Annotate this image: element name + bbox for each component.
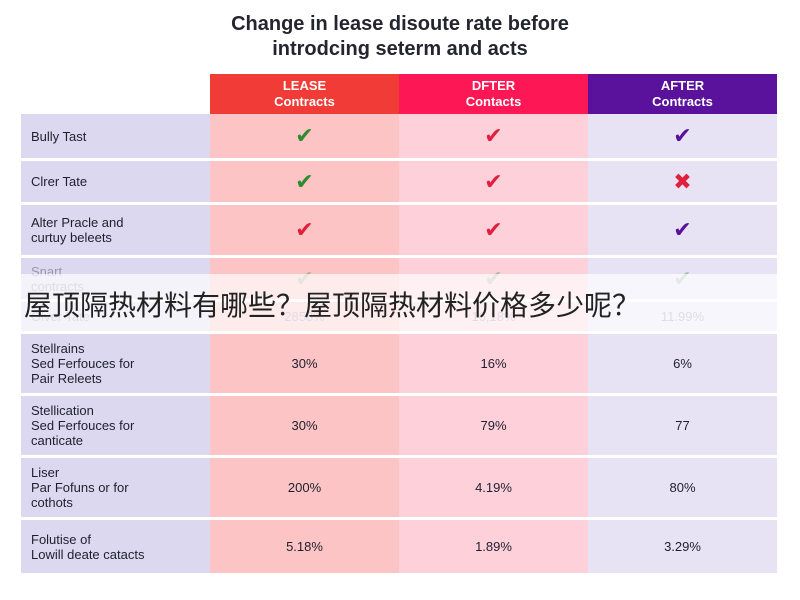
table-cell: 79%	[399, 396, 588, 455]
check-icon: ✔	[673, 123, 692, 148]
title-line-1: Change in lease disoute rate before	[231, 13, 569, 35]
table-row: Stellrains Sed Ferfouces for Pair Releet…	[21, 331, 777, 393]
row-label: Bully Tast	[21, 114, 210, 158]
cell-value: 80%	[669, 480, 696, 495]
table-row: Alter Pracle and curtuy beleets ✔ ✔ ✔	[21, 202, 777, 255]
table-cell: 30%	[210, 334, 399, 393]
table-cell: ✔	[588, 205, 777, 255]
table-cell: 80%	[588, 458, 777, 517]
cell-value: 3.29%	[664, 539, 701, 554]
cell-value: 30%	[291, 418, 318, 433]
check-icon: ✔	[295, 123, 314, 148]
row-label: Alter Pracle and curtuy beleets	[21, 205, 210, 255]
cell-value: 6%	[673, 356, 692, 371]
chart-title: Change in lease disoute rate before intr…	[0, 12, 800, 62]
table-row: Clrer Tate ✔ ✔ ✖	[21, 158, 777, 202]
table-cell: ✔	[399, 114, 588, 158]
table-row: Folutise of Lowill deate catacts 5.18% 1.8…	[21, 517, 777, 573]
header-after-contracts: AFTER Contracts	[588, 74, 777, 114]
table-cell: 5.18%	[210, 520, 399, 573]
check-icon: ✔	[295, 168, 314, 194]
cell-value: 5.18%	[286, 539, 323, 554]
row-label: Liser Par Fofuns or for cothots	[21, 458, 210, 517]
cell-value: 200%	[287, 480, 322, 495]
table-cell: 3.29%	[588, 520, 777, 573]
table-cell: ✔	[588, 114, 777, 158]
cell-value: 4.19%	[475, 480, 512, 495]
table-cell: ✔	[399, 205, 588, 255]
row-label: Stellication Sed Ferfouces for canticate	[21, 396, 210, 455]
table-cell: 16%	[399, 334, 588, 393]
table-cell: ✔	[210, 161, 399, 202]
check-icon: ✔	[484, 123, 503, 148]
row-label: Stellrains Sed Ferfouces for Pair Releet…	[21, 334, 210, 393]
table-cell: 77	[588, 396, 777, 455]
table-row: Bully Tast ✔ ✔ ✔	[21, 114, 777, 158]
cell-value: 1.89%	[475, 539, 512, 554]
table-cell: ✔	[210, 205, 399, 255]
table-cell: 6%	[588, 334, 777, 393]
cross-icon: ✖	[673, 168, 692, 194]
table-cell: 4.19%	[399, 458, 588, 517]
check-icon: ✔	[484, 217, 503, 242]
check-icon: ✔	[484, 168, 503, 194]
check-icon: ✔	[295, 217, 314, 242]
overlay-banner: 屋顶隔热材料有哪些？屋顶隔热材料价格多少呢？	[0, 274, 800, 334]
header-lease-contracts: LEASE Contracts	[210, 74, 399, 114]
header-row: LEASE Contracts DFTER Contacts AFTER Con…	[21, 74, 777, 114]
table-cell: ✔	[210, 114, 399, 158]
table-row: Liser Par Fofuns or for cothots 200% 4.19%…	[21, 455, 777, 517]
table-row: Stellication Sed Ferfouces for canticate…	[21, 393, 777, 455]
table-cell: ✔	[399, 161, 588, 202]
check-icon: ✔	[673, 217, 692, 242]
table-cell: 30%	[210, 396, 399, 455]
row-label: Folutise of Lowill deate catacts	[21, 520, 210, 573]
table-cell: ✖	[588, 161, 777, 202]
cell-value: 77	[675, 418, 690, 433]
table-cell: 1.89%	[399, 520, 588, 573]
table-cell: 200%	[210, 458, 399, 517]
row-label: Clrer Tate	[21, 161, 210, 202]
cell-value: 30%	[291, 356, 318, 371]
table-body: Bully Tast ✔ ✔ ✔ Clrer Tate ✔ ✔ ✖ Alter Pracle a…	[21, 114, 777, 573]
overlay-text: 屋顶隔热材料有哪些？屋顶隔热材料价格多少呢？	[24, 289, 641, 322]
title-line-2: introdcing seterm and acts	[272, 38, 528, 60]
header-spacer	[21, 74, 210, 114]
header-dfter-contacts: DFTER Contacts	[399, 74, 588, 114]
cell-value: 79%	[480, 418, 507, 433]
cell-value: 16%	[480, 356, 507, 371]
